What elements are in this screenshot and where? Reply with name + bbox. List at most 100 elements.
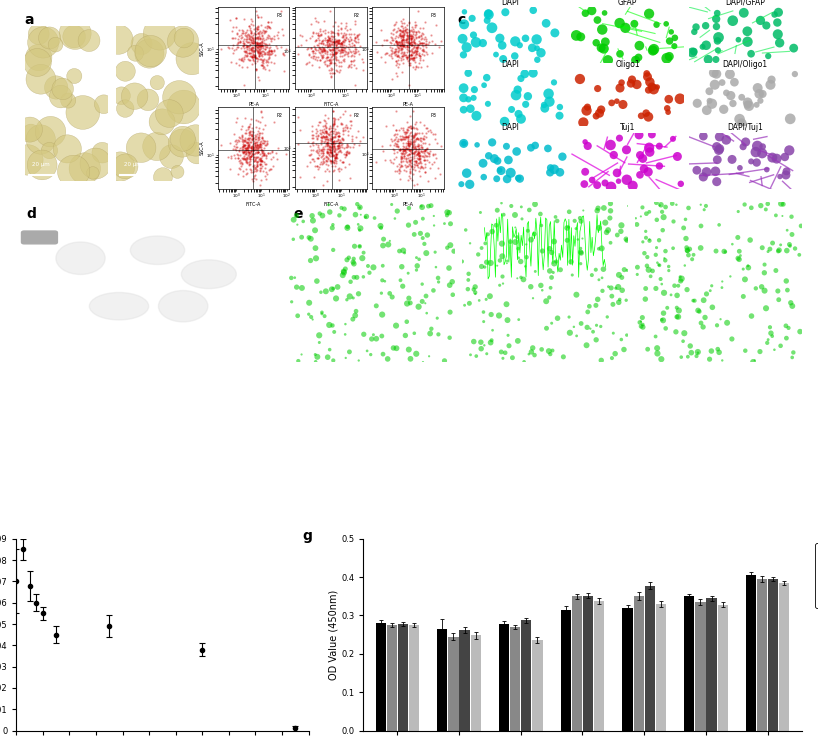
- Point: [490, 219, 503, 231]
- Point: [515, 113, 528, 125]
- Point: [253, 44, 266, 55]
- Bar: [717, 604, 728, 731]
- Point: [392, 49, 405, 61]
- Point: [230, 134, 243, 146]
- Point: [749, 146, 762, 158]
- Point: [385, 32, 398, 44]
- Point: [409, 61, 422, 72]
- Point: [331, 134, 344, 146]
- Point: [321, 51, 334, 63]
- Point: [469, 281, 482, 293]
- Point: [246, 38, 259, 49]
- Point: [394, 35, 407, 47]
- Point: [391, 141, 404, 153]
- Point: [750, 156, 763, 168]
- Point: [318, 55, 331, 67]
- Point: [260, 138, 273, 150]
- Point: [681, 283, 694, 295]
- Point: [401, 37, 414, 49]
- Point: [353, 139, 366, 151]
- Point: [240, 33, 254, 45]
- Point: [400, 46, 413, 58]
- Point: [483, 290, 497, 302]
- Point: [336, 156, 349, 168]
- Point: [254, 37, 267, 49]
- Point: [248, 49, 261, 61]
- Point: [416, 201, 429, 213]
- Point: [326, 120, 339, 131]
- Point: [240, 146, 253, 158]
- Point: [390, 124, 403, 136]
- Point: [402, 160, 415, 172]
- Point: [305, 137, 318, 149]
- Point: [249, 161, 263, 173]
- Point: [402, 54, 416, 66]
- Point: [402, 131, 415, 143]
- Point: [322, 143, 335, 155]
- Point: [407, 35, 420, 46]
- Point: [228, 153, 241, 165]
- Point: [562, 221, 575, 233]
- Point: [412, 61, 425, 73]
- Point: [323, 154, 336, 166]
- Point: [760, 20, 773, 32]
- Point: [327, 39, 340, 51]
- Point: [349, 209, 362, 221]
- Point: [771, 17, 784, 29]
- Point: [602, 280, 615, 292]
- Point: [237, 152, 250, 164]
- Point: [460, 41, 473, 53]
- Point: [336, 49, 349, 61]
- Point: [242, 148, 255, 159]
- Point: [321, 34, 335, 46]
- Point: [245, 142, 258, 154]
- Point: [357, 63, 370, 75]
- Point: [325, 147, 338, 159]
- Point: [246, 148, 259, 159]
- Point: [407, 47, 420, 59]
- Point: [697, 131, 710, 142]
- Point: [312, 150, 326, 162]
- Point: [330, 151, 343, 163]
- Point: [262, 55, 275, 67]
- Point: [402, 152, 415, 164]
- Point: [245, 130, 258, 142]
- Point: [248, 42, 261, 54]
- Point: [592, 222, 605, 234]
- Point: [303, 149, 316, 161]
- Point: [54, 91, 67, 103]
- Point: [330, 151, 343, 162]
- Point: [543, 243, 556, 255]
- Point: [308, 50, 321, 62]
- Point: [397, 142, 410, 154]
- Point: [243, 30, 256, 41]
- Point: [429, 246, 442, 258]
- Point: [251, 23, 264, 35]
- Point: [246, 51, 259, 63]
- Point: [754, 15, 767, 27]
- Point: [321, 146, 335, 158]
- Bar: [780, 583, 789, 731]
- Point: [144, 45, 157, 57]
- Point: [404, 297, 417, 308]
- Point: [409, 27, 422, 38]
- Point: [327, 150, 340, 162]
- Point: [341, 140, 354, 152]
- Point: [240, 152, 253, 164]
- Point: [309, 127, 322, 139]
- Point: [223, 137, 236, 149]
- Point: [524, 234, 537, 246]
- Point: [406, 25, 419, 37]
- Point: [705, 345, 718, 357]
- Point: [493, 165, 506, 176]
- Point: [239, 46, 252, 58]
- Point: [318, 58, 331, 69]
- Point: [711, 343, 724, 355]
- Point: [404, 48, 417, 60]
- Point: [307, 137, 320, 148]
- Point: [389, 124, 402, 136]
- Point: [338, 121, 351, 133]
- Point: [243, 156, 256, 168]
- Point: [327, 116, 340, 128]
- Point: [388, 139, 401, 151]
